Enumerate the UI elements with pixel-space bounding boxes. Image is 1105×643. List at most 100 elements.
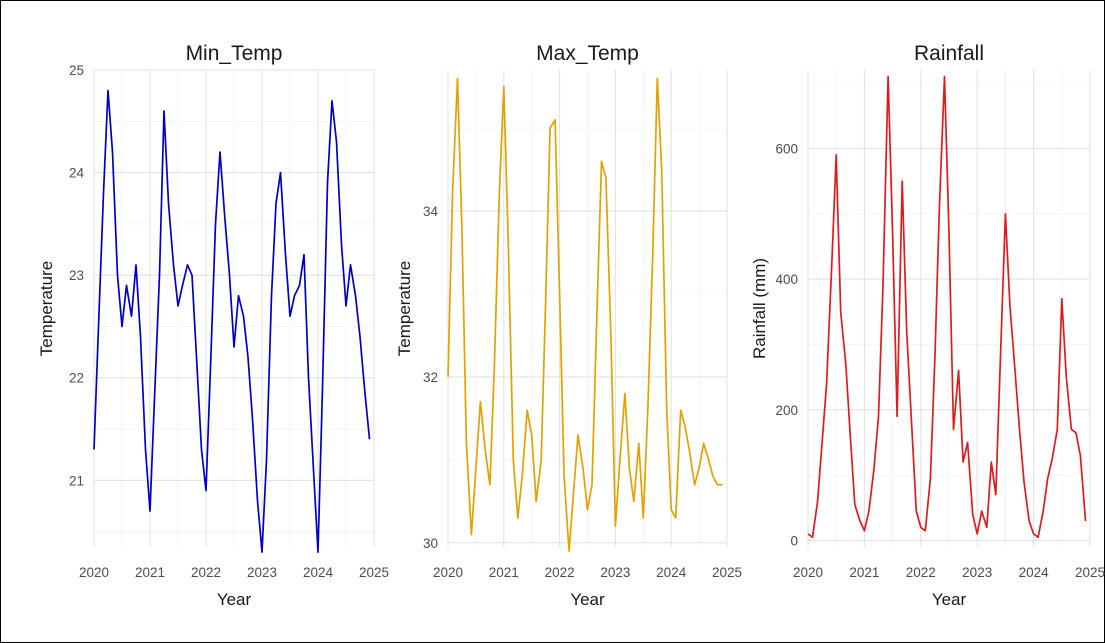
data-point <box>962 461 964 463</box>
data-point <box>643 517 645 519</box>
data-point <box>308 377 310 379</box>
data-point <box>117 274 119 276</box>
data-point <box>1071 429 1073 431</box>
data-point <box>327 182 329 184</box>
data-point <box>953 429 955 431</box>
y-axis-title: Temperature <box>37 261 56 356</box>
x-tick-label: 2025 <box>1075 565 1105 580</box>
x-axis-title: Year <box>217 590 252 609</box>
data-point <box>563 476 565 478</box>
data-point <box>859 520 861 522</box>
data-point <box>355 295 357 297</box>
data-point <box>135 264 137 266</box>
y-tick-label: 600 <box>775 141 798 156</box>
data-point <box>512 459 514 461</box>
data-point <box>233 346 235 348</box>
data-point <box>698 467 700 469</box>
data-point <box>920 527 922 529</box>
data-point <box>689 451 691 453</box>
data-point <box>717 484 719 486</box>
data-point <box>177 305 179 307</box>
data-point <box>447 376 449 378</box>
data-point <box>1051 458 1053 460</box>
data-point <box>892 233 894 235</box>
data-point <box>461 227 463 229</box>
data-point <box>601 160 603 162</box>
data-point <box>1037 536 1039 538</box>
x-axis-title: Year <box>932 590 967 609</box>
data-point <box>1014 370 1016 372</box>
series-line <box>447 77 723 552</box>
data-point <box>694 484 696 486</box>
data-point <box>610 335 612 337</box>
data-point <box>154 397 156 399</box>
x-tick-label: 2021 <box>489 565 519 580</box>
data-point <box>873 468 875 470</box>
data-point <box>266 459 268 461</box>
x-tick-label: 2022 <box>545 565 575 580</box>
data-point <box>229 274 231 276</box>
data-point <box>261 551 263 553</box>
data-point <box>159 274 161 276</box>
data-point <box>535 501 537 503</box>
data-point <box>457 77 459 79</box>
data-point <box>967 442 969 444</box>
x-axis-title: Year <box>570 590 605 609</box>
data-point <box>350 264 352 266</box>
data-point <box>864 530 866 532</box>
data-point <box>466 443 468 445</box>
data-point <box>499 194 501 196</box>
y-tick-label: 21 <box>69 473 84 488</box>
data-point <box>480 401 482 403</box>
data-point <box>647 409 649 411</box>
data-point <box>1028 520 1030 522</box>
data-point <box>995 494 997 496</box>
data-point <box>345 305 347 307</box>
data-point <box>252 418 254 420</box>
data-point <box>619 459 621 461</box>
data-point <box>652 252 654 254</box>
data-point <box>930 478 932 480</box>
data-point <box>948 233 950 235</box>
data-point <box>934 357 936 359</box>
data-point <box>121 326 123 328</box>
data-point <box>545 301 547 303</box>
data-point <box>149 510 151 512</box>
data-point <box>1023 481 1025 483</box>
y-axis-title: Rainfall (mm) <box>750 258 769 359</box>
data-point <box>906 331 908 333</box>
data-point <box>280 172 282 174</box>
x-tick-label: 2025 <box>712 565 742 580</box>
data-point <box>845 363 847 365</box>
data-point <box>289 315 291 317</box>
chart-title: Rainfall <box>914 42 984 65</box>
data-point <box>1085 520 1087 522</box>
x-tick-label: 2022 <box>191 565 221 580</box>
data-point <box>1042 510 1044 512</box>
data-point <box>826 383 828 385</box>
data-point <box>131 315 133 317</box>
data-point <box>633 501 635 503</box>
data-point <box>341 244 343 246</box>
panel-min-temp: 2020 2021 2022 2023 2024 2025 21 22 23 24 25 Min_Te… <box>37 42 389 609</box>
y-tick-label: 23 <box>69 268 84 283</box>
data-point <box>1061 298 1063 300</box>
x-tick-label: 2024 <box>656 565 687 580</box>
data-point <box>675 517 677 519</box>
x-tick-label: 2023 <box>600 565 630 580</box>
y-tick-label: 30 <box>423 536 438 551</box>
y-tick-label: 25 <box>69 63 84 78</box>
data-point <box>107 90 109 92</box>
data-point <box>219 151 221 153</box>
data-point <box>666 409 668 411</box>
data-point <box>807 533 809 535</box>
x-tick-label: 2020 <box>793 565 823 580</box>
data-point <box>840 311 842 313</box>
data-point <box>526 409 528 411</box>
data-point <box>615 525 617 527</box>
data-point <box>991 461 993 463</box>
data-point <box>517 517 519 519</box>
x-tick-label: 2023 <box>247 565 277 580</box>
data-point <box>494 368 496 370</box>
data-point <box>1019 429 1021 431</box>
